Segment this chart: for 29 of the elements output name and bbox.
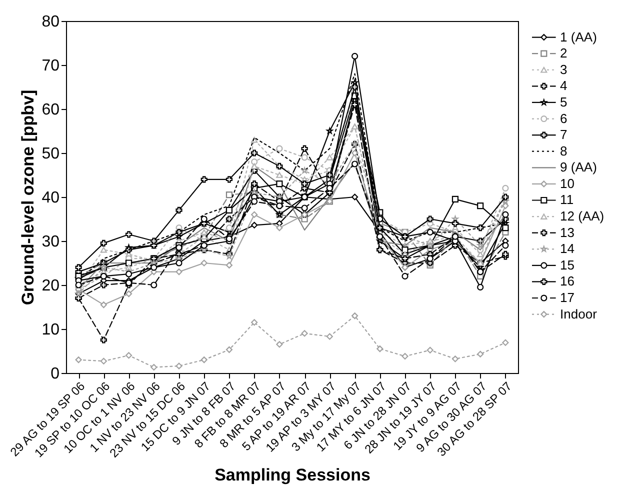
legend-label: 17 (560, 290, 575, 306)
legend-label: 9 (AA) (560, 160, 597, 175)
y-tick-label: 30 (42, 234, 60, 250)
y-tick-label: 60 (42, 102, 60, 118)
legend-label: 12 (AA) (560, 208, 604, 224)
y-axis-title: Ground-level ozone [ppbv] (18, 90, 38, 306)
legend-label: 3 (560, 62, 568, 77)
x-axis-title: Sampling Sessions (214, 466, 370, 485)
legend-label: 15 (560, 257, 575, 272)
legend-label: 13 (560, 224, 575, 240)
legend-label: 1 (AA) (560, 29, 597, 44)
legend-label: 8 (560, 143, 568, 158)
legend-label: 6 (560, 110, 568, 126)
legend-label: 5 (560, 94, 568, 110)
legend-label: Indoor (560, 306, 598, 322)
legend-label: 14 (560, 241, 575, 256)
y-tick-label: 10 (42, 322, 60, 338)
legend-label: 2 (560, 46, 568, 61)
legend-label: 4 (560, 78, 568, 94)
y-tick-label: 0 (50, 366, 60, 382)
legend-label: 11 (560, 192, 574, 208)
legend-label: 7 (560, 127, 568, 142)
y-tick-label: 20 (42, 278, 60, 294)
legend-label: 16 (560, 274, 575, 289)
y-tick-label: 50 (42, 146, 60, 162)
legend-label: 10 (560, 176, 575, 191)
y-tick-label: 40 (42, 190, 60, 206)
y-tick-label: 80 (42, 14, 60, 30)
y-tick-label: 70 (42, 58, 60, 74)
